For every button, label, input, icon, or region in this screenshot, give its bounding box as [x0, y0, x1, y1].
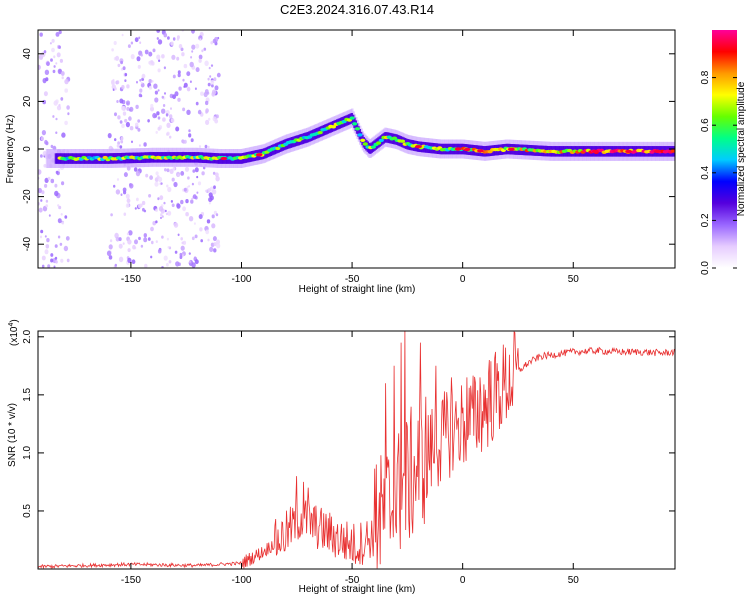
- colorbar-tick-label: 0.6: [700, 118, 711, 132]
- snr-y-label: SNR (10 * v/v): [7, 403, 18, 467]
- snr-y-tick-label: 1.5: [22, 387, 33, 401]
- colorbar-tick-label: 0.0: [700, 261, 711, 275]
- snr-x-tick-label: -100: [231, 575, 251, 586]
- spectrogram-x-ticks: -150 -100 -50 0 50: [121, 30, 579, 285]
- snr-y-multiplier: (x104): [8, 319, 20, 346]
- spectrogram-x-tick-label: 0: [460, 274, 466, 285]
- colorbar-ticks: 0.0 0.2 0.4 0.6 0.8: [700, 70, 737, 275]
- spectrogram-x-tick-label: -150: [121, 274, 141, 285]
- spectrogram-y-tick-label: -40: [22, 237, 33, 252]
- snr-multiplier-suffix: ): [9, 319, 20, 322]
- spectrogram-y-tick-label: 40: [22, 48, 33, 60]
- colorbar-tick-label: 0.2: [700, 213, 711, 227]
- figure-title: C2E3.2024.316.07.43.R14: [280, 2, 434, 17]
- snr-y-tick-label: 0.5: [22, 504, 33, 518]
- snr-background: [38, 331, 675, 569]
- snr-panel: -150 -100 -50 0 50 0.5 1.0 1.5 2.0 Height of st…: [7, 319, 676, 595]
- colorbar: 0.0 0.2 0.4 0.6 0.8 Normalized spectral ampl…: [700, 30, 747, 275]
- colorbar-tick-label: 0.8: [700, 70, 711, 84]
- spectrogram-x-tick-label: -100: [231, 274, 251, 285]
- spectrogram-y-tick-label: 20: [22, 95, 33, 107]
- spectrogram-y-ticks: -40 -20 0 20 40: [22, 48, 675, 252]
- snr-y-ticks: 0.5 1.0 1.5 2.0: [22, 329, 675, 518]
- spectrogram-y-tick-label: -20: [22, 189, 33, 204]
- snr-x-tick-label: 50: [568, 575, 580, 586]
- spectrogram-y-label: Frequency (Hz): [5, 115, 16, 184]
- spectrogram-heatmap: [38, 30, 675, 268]
- snr-y-tick-label: 1.0: [22, 446, 33, 460]
- spectrogram-x-tick-label: 50: [568, 274, 580, 285]
- snr-series-line: [38, 331, 675, 569]
- colorbar-tick-label: 0.4: [700, 165, 711, 179]
- snr-multiplier-exponent: 4: [8, 323, 15, 327]
- spectrogram-x-label: Height of straight line (km): [299, 284, 416, 295]
- snr-x-tick-label: 0: [460, 575, 466, 586]
- snr-y-tick-label: 2.0: [22, 329, 33, 343]
- snr-x-label: Height of straight line (km): [299, 584, 416, 595]
- spectrogram-y-tick-label: 0: [22, 146, 33, 152]
- snr-x-tick-label: -50: [345, 575, 360, 586]
- colorbar-label: Normalized spectral amplitude: [736, 81, 747, 216]
- snr-x-ticks: -150 -100 -50 0 50: [121, 331, 579, 586]
- snr-frame: [37, 330, 676, 570]
- snr-x-tick-label: -150: [121, 575, 141, 586]
- snr-multiplier-prefix: (x10: [9, 326, 20, 346]
- svg-text:(x104): (x104): [8, 319, 20, 346]
- colorbar-gradient: [712, 30, 737, 268]
- spectrogram-panel: -150 -100 -50 0 50 -40 -20 0 20 40 Height of str…: [5, 29, 676, 295]
- spectrogram-x-tick-label: -50: [345, 274, 360, 285]
